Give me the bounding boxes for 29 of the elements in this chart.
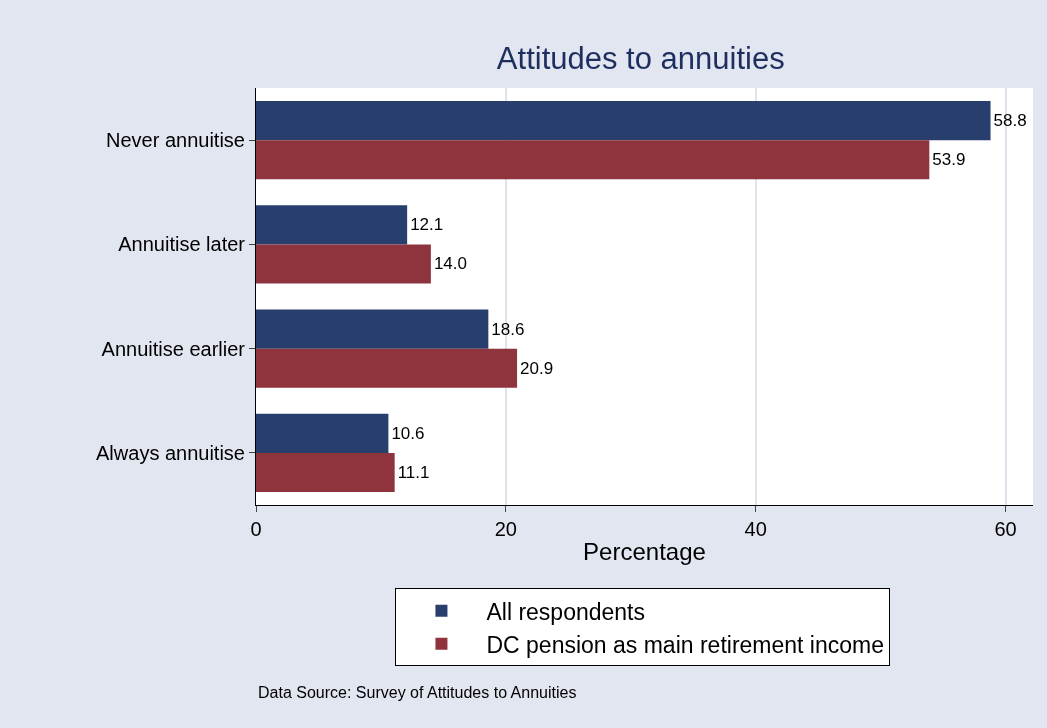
data-label: 14.0	[433, 254, 467, 274]
bar	[256, 348, 518, 388]
data-label: 18.6	[491, 319, 525, 339]
legend-label: All respondents	[486, 598, 645, 625]
data-label: 10.6	[391, 423, 425, 443]
data-label: 53.9	[932, 150, 966, 170]
x-tick-label: 40	[744, 518, 767, 540]
y-tick-label: Annuitise earlier	[101, 337, 246, 360]
source-note: Data Source: Survey of Attitudes to Annuities	[258, 684, 577, 701]
y-tick-label: Annuitise later	[118, 233, 246, 256]
data-label: 11.1	[397, 462, 430, 482]
data-label: 12.1	[410, 215, 444, 235]
x-tick-label: 20	[494, 518, 517, 540]
chart-title: Attitudes to annuities	[496, 41, 785, 77]
y-tick-label: Always annuitise	[96, 441, 245, 464]
bar	[256, 309, 489, 349]
y-tick-label: Never annuitise	[106, 129, 245, 152]
bar	[256, 140, 930, 180]
legend-label: DC pension as main retirement income	[486, 631, 885, 658]
x-tick-label: 60	[994, 518, 1017, 540]
bar	[256, 244, 431, 284]
bar	[256, 452, 395, 492]
bar	[256, 101, 991, 141]
x-axis-title: Percentage	[583, 538, 706, 566]
bar	[256, 205, 408, 245]
x-tick-label: 0	[250, 518, 262, 540]
data-label: 58.8	[993, 111, 1027, 131]
data-label: 20.9	[520, 358, 554, 378]
bar	[256, 413, 389, 453]
